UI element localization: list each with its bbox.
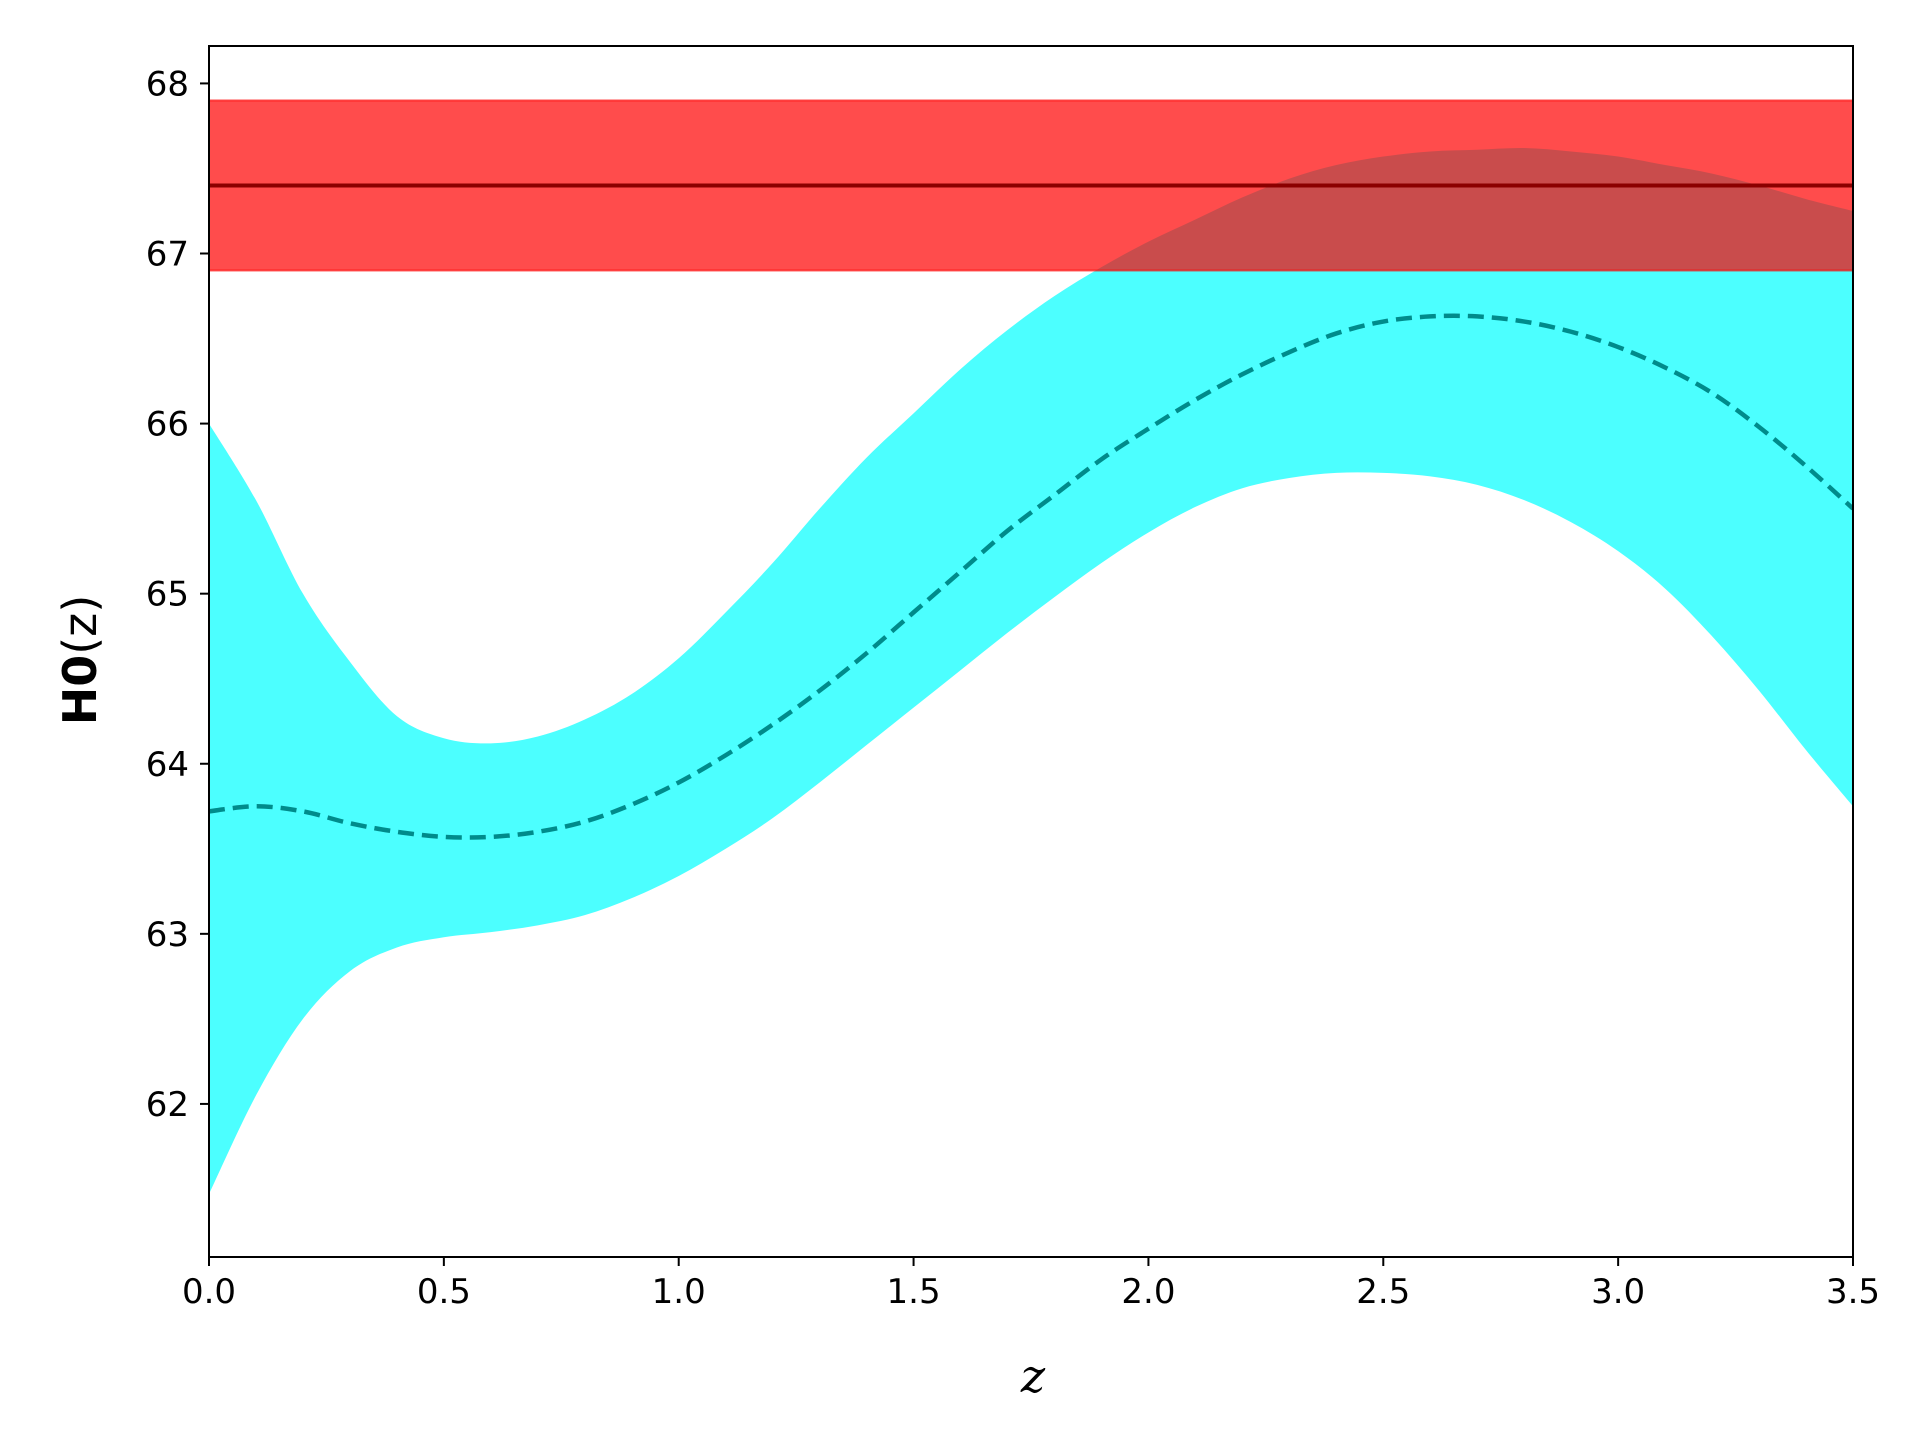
x-tick-label-1: 0.5 — [417, 1272, 471, 1312]
y-tick-label-0: 62 — [146, 1085, 189, 1125]
mean-line-0 — [209, 313, 1853, 840]
x-tick-label-6: 3.0 — [1591, 1272, 1645, 1312]
y-tick-label-1: 63 — [146, 915, 189, 955]
x-tick-label-7: 3.5 — [1826, 1272, 1880, 1312]
y-tick-label-6: 68 — [146, 64, 189, 104]
x-tick-label-2: 1.0 — [652, 1272, 706, 1312]
y-axis-title-bold: H0 — [53, 655, 107, 726]
y-tick-label-3: 65 — [146, 575, 189, 615]
axes: 0.0 0.5 1.0 1.5 2.0 2.5 3.0 3.5 62 63 64 65 66 67 68 — [146, 45, 1880, 1312]
plot-area — [209, 99, 1853, 1195]
confidence-band-0 — [209, 148, 1853, 1195]
x-tick-label-3: 1.5 — [887, 1272, 941, 1312]
y-axis-title: H0(z) — [53, 595, 107, 726]
y-tick-label-5: 67 — [146, 235, 189, 275]
x-axis-title: z — [1020, 1349, 1046, 1403]
x-tick-label-5: 2.5 — [1356, 1272, 1410, 1312]
axes-frame — [208, 45, 1854, 1258]
x-tick-label-0: 0.0 — [182, 1272, 236, 1312]
x-tick-label-4: 2.0 — [1121, 1272, 1175, 1312]
y-axis-title-rest: (z) — [53, 595, 107, 655]
y-tick-label-4: 66 — [146, 405, 189, 445]
plot-content — [209, 99, 1853, 1195]
y-tick-label-2: 64 — [146, 745, 189, 785]
